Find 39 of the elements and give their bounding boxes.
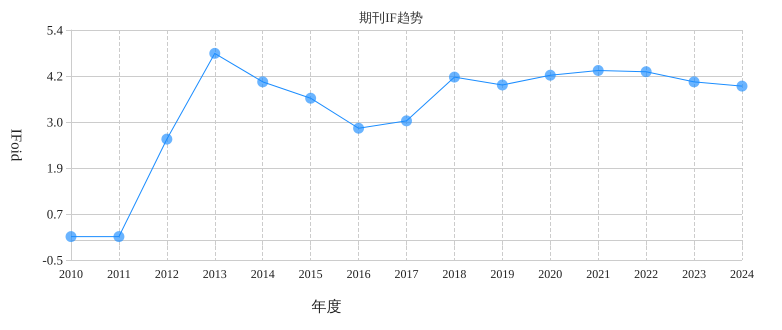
y-tick-label: 3.0 bbox=[46, 114, 63, 130]
point bbox=[209, 48, 220, 59]
point bbox=[448, 72, 460, 83]
point bbox=[113, 231, 124, 242]
point bbox=[736, 80, 748, 92]
x-tick-label: 2018 bbox=[442, 267, 466, 281]
point bbox=[66, 231, 76, 242]
x-tick-label: 2010 bbox=[59, 267, 83, 281]
point bbox=[305, 92, 316, 104]
y-axis-title: IFoid bbox=[8, 128, 24, 162]
x-tick-label: 2012 bbox=[154, 267, 179, 281]
x-tick-label: 2024 bbox=[730, 267, 754, 281]
x-tick-label: 2014 bbox=[250, 267, 275, 281]
x-tick-label: 2019 bbox=[490, 267, 514, 281]
x-tick-label: 2016 bbox=[346, 267, 371, 281]
y-tick-label: 4.2 bbox=[46, 68, 63, 84]
point bbox=[401, 115, 412, 126]
x-tick-label: 2015 bbox=[298, 267, 323, 281]
y-tick-label: -0.5 bbox=[42, 252, 63, 268]
x-tick-label: 2022 bbox=[634, 267, 658, 281]
point bbox=[161, 134, 172, 145]
point bbox=[496, 79, 508, 90]
x-tick-label: 2013 bbox=[202, 267, 227, 281]
point bbox=[640, 66, 652, 78]
x-tick-label: 2011 bbox=[107, 267, 131, 281]
chart-title: 期刊IF趋势 bbox=[359, 10, 423, 25]
point bbox=[592, 65, 604, 76]
y-tick-label: 0.7 bbox=[46, 206, 64, 222]
x-tick-label: 2020 bbox=[538, 267, 562, 281]
point bbox=[544, 70, 556, 81]
y-tick-label: 5.4 bbox=[46, 22, 64, 38]
x-tick-label: 2017 bbox=[394, 267, 418, 281]
x-tick-label: 2023 bbox=[682, 267, 706, 281]
point bbox=[257, 76, 268, 88]
x-tick-label: 2021 bbox=[586, 267, 610, 281]
point bbox=[353, 122, 364, 134]
y-tick-label: 1.9 bbox=[46, 160, 63, 176]
point bbox=[688, 76, 700, 88]
x-axis-title: 年度 bbox=[312, 298, 342, 316]
